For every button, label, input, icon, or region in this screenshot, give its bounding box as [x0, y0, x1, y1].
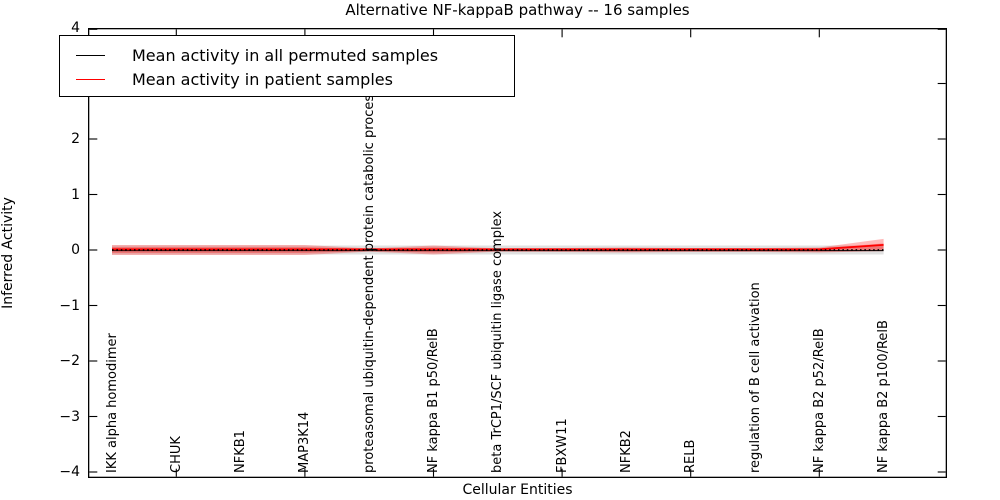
y-tick-label: −4 [59, 464, 80, 480]
y-tick-label: −2 [59, 353, 80, 369]
y-tick-label: 1 [71, 186, 80, 203]
legend: Mean activity in all permuted samples Me… [59, 35, 515, 97]
x-tick-label: NFKB2 [618, 430, 634, 473]
x-tick-label: RELB [683, 439, 699, 473]
chart-title: Alternative NF-kappaB pathway -- 16 samp… [345, 1, 690, 19]
y-tick-label: 2 [71, 131, 80, 147]
legend-item: Mean activity in all permuted samples [76, 43, 514, 67]
plot-svg [88, 28, 947, 478]
legend-label: Mean activity in all permuted samples [132, 45, 439, 65]
x-tick-label: proteasomal ubiquitin-dependent protein … [361, 88, 377, 473]
plot-area [88, 28, 947, 478]
x-tick-label: CHUK [168, 436, 184, 473]
y-tick-label: −1 [59, 297, 80, 314]
x-tick-label: NF kappa B2 p100/RelB [876, 320, 892, 473]
y-tick-label: 4 [71, 20, 80, 36]
x-tick-label: FBXW11 [554, 418, 570, 473]
x-tick-label: beta TrCP1/SCF ubiquitin ligase complex [490, 210, 506, 473]
legend-label: Mean activity in patient samples [132, 69, 393, 89]
x-tick-label: NFKB1 [233, 430, 249, 473]
x-tick-label: IKK alpha homodimer [104, 333, 120, 473]
legend-item: Mean activity in patient samples [76, 67, 514, 91]
x-axis-label: Cellular Entities [462, 482, 573, 498]
x-tick-label: NF kappa B2 p52/RelB [811, 328, 827, 473]
x-tick-label: regulation of B cell activation [747, 282, 763, 473]
legend-line-patient-icon [76, 78, 105, 80]
y-tick-label: 0 [71, 242, 80, 258]
x-tick-label: NF kappa B1 p50/RelB [426, 328, 441, 473]
legend-line-permuted-icon [76, 54, 105, 56]
x-tick-label: MAP3K14 [297, 411, 313, 473]
y-tick-label: −3 [59, 408, 80, 425]
